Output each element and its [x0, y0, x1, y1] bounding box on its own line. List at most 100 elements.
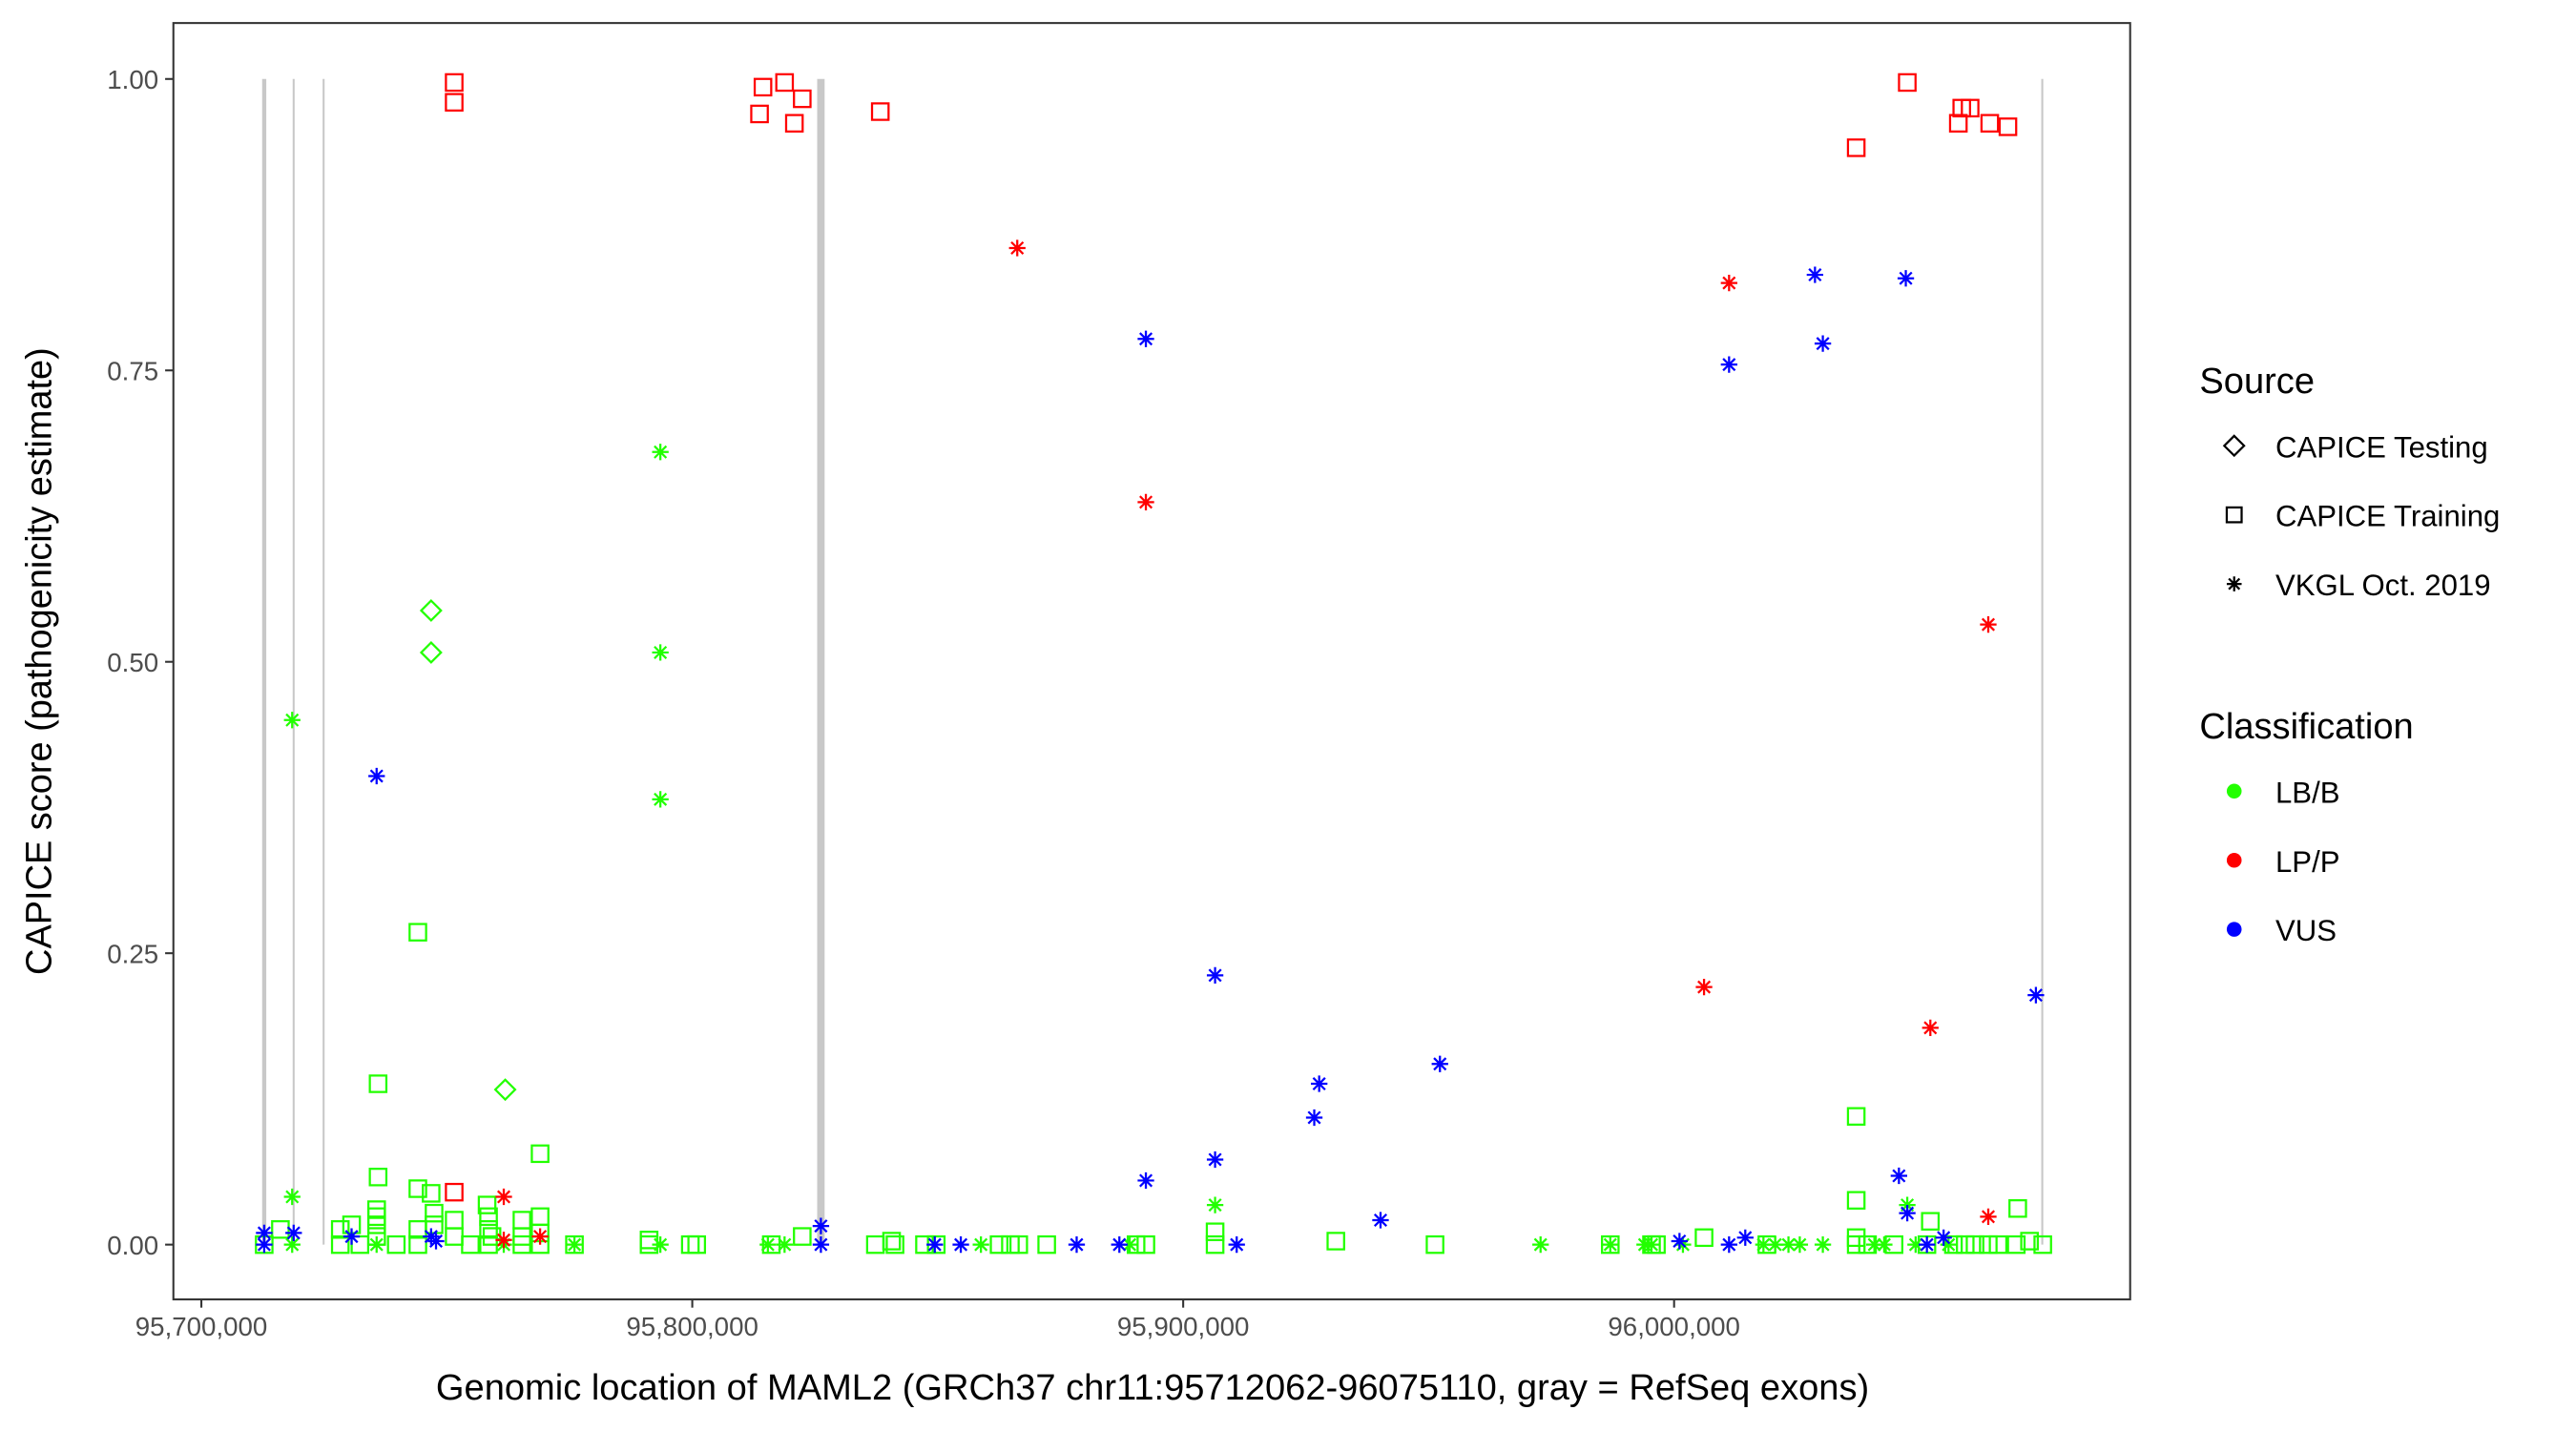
data-point [1137, 1172, 1154, 1190]
data-point [1899, 1205, 1916, 1222]
data-point [1846, 1191, 1866, 1210]
data-point [530, 1144, 550, 1164]
data-point [1671, 1233, 1689, 1250]
data-point [283, 1236, 301, 1254]
data-point [368, 1074, 388, 1093]
data-point [1876, 1236, 1893, 1254]
x-tick-label: 95,700,000 [135, 1312, 268, 1341]
data-point [1111, 1236, 1128, 1254]
data-point [1846, 1234, 1866, 1255]
data-point [1372, 1212, 1389, 1229]
data-point [477, 1195, 497, 1214]
data-point [776, 1236, 793, 1254]
data-point [885, 1234, 904, 1255]
data-points [255, 73, 2052, 1255]
data-point [1907, 1236, 1924, 1254]
data-point [759, 1236, 777, 1254]
data-point [1643, 1236, 1660, 1254]
data-point [1979, 1234, 1998, 1255]
legend-source-label: CAPICE Training [2275, 500, 2500, 533]
data-point [1980, 1208, 1997, 1225]
data-point [1919, 1236, 1936, 1254]
data-point [793, 89, 812, 109]
legend-class-label: LP/P [2275, 845, 2340, 879]
y-axis: 0.00 0.25 0.50 0.75 1.00 [107, 65, 174, 1260]
data-point [386, 1234, 406, 1255]
data-point [972, 1236, 989, 1254]
data-point [2027, 986, 2045, 1004]
data-point [419, 641, 443, 664]
data-point [566, 1236, 583, 1254]
data-point [1814, 1236, 1832, 1254]
data-point [368, 1168, 388, 1187]
data-point [531, 1228, 549, 1245]
legend-dot-icon [2226, 922, 2242, 937]
data-point [1137, 330, 1154, 347]
data-point [1228, 1236, 1245, 1254]
data-point [1326, 1232, 1345, 1251]
data-point [1206, 1151, 1224, 1169]
data-point [1980, 114, 2000, 133]
data-point [870, 102, 890, 121]
data-point [926, 1236, 944, 1254]
data-point [343, 1228, 361, 1245]
data-point [2008, 1199, 2027, 1218]
data-point [427, 1233, 445, 1250]
data-point [1694, 1228, 1714, 1248]
data-point [1961, 98, 1980, 118]
data-point [285, 1224, 302, 1242]
data-point [512, 1234, 531, 1255]
plot-panel [173, 23, 2130, 1300]
y-tick-label: 0.50 [107, 648, 158, 677]
data-point [1965, 1234, 1984, 1255]
data-point [1935, 1229, 1952, 1246]
y-tick-label: 0.75 [107, 357, 158, 386]
data-point [2033, 1234, 2052, 1255]
data-point [882, 1232, 902, 1251]
data-point [1305, 1109, 1323, 1127]
data-point [652, 444, 669, 461]
data-point [1767, 1236, 1784, 1254]
data-point [425, 1203, 444, 1223]
data-point [495, 1232, 512, 1249]
legend-source-title: Source [2199, 362, 2315, 402]
data-point [256, 1236, 273, 1254]
data-point [495, 1188, 512, 1206]
data-point [1425, 1234, 1444, 1255]
legend-source-label: CAPICE Testing [2275, 430, 2488, 464]
y-tick-label: 1.00 [107, 65, 158, 94]
data-point [1988, 1234, 2008, 1255]
data-point [1940, 1236, 1957, 1254]
data-point [1814, 335, 1832, 352]
data-point [479, 1220, 498, 1239]
data-point [784, 114, 804, 133]
data-point [1206, 1196, 1224, 1213]
data-point [2020, 1232, 2039, 1251]
data-point [812, 1217, 830, 1234]
data-point [1695, 978, 1713, 996]
data-point [652, 791, 669, 808]
data-point [1846, 138, 1866, 157]
legend-square-icon [2225, 506, 2243, 524]
data-point [750, 104, 769, 124]
data-point [1008, 1234, 1028, 1255]
data-point [1431, 1055, 1448, 1072]
data-point [1921, 1212, 1941, 1231]
data-point [1720, 1236, 1737, 1254]
data-point [1137, 493, 1154, 510]
data-point [368, 1236, 385, 1254]
data-point [1890, 1167, 1908, 1185]
data-point [952, 1236, 969, 1254]
x-tick-label: 95,900,000 [1117, 1312, 1250, 1341]
y-tick-label: 0.25 [107, 940, 158, 969]
data-point [1898, 73, 1917, 93]
data-point [1846, 1107, 1866, 1126]
data-point [687, 1234, 707, 1255]
legend-source-label: VKGL Oct. 2019 [2275, 569, 2491, 602]
data-point [1121, 1236, 1138, 1254]
legend-classification-title: Classification [2199, 707, 2413, 747]
data-point [408, 1179, 427, 1198]
data-point [1791, 1236, 1809, 1254]
data-point [1206, 966, 1224, 985]
